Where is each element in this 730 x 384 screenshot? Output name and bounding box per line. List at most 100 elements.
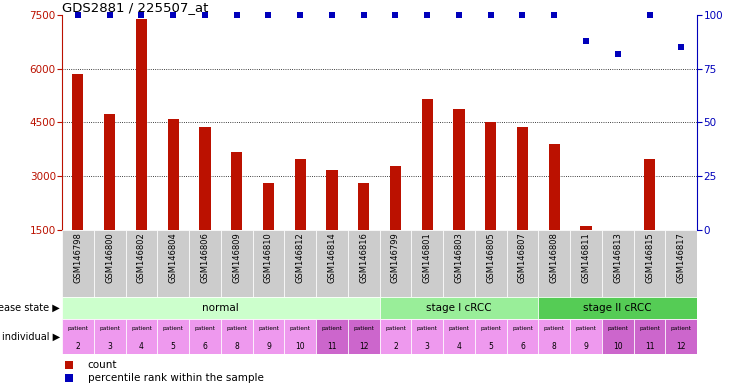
Text: 9: 9 — [583, 342, 588, 351]
Text: patient: patient — [512, 326, 533, 331]
Bar — [412, 230, 443, 297]
Text: stage I cRCC: stage I cRCC — [426, 303, 492, 313]
Text: patient: patient — [258, 326, 279, 331]
Text: patient: patient — [417, 326, 438, 331]
Bar — [221, 319, 253, 354]
Text: GSM146799: GSM146799 — [391, 232, 400, 283]
Text: patient: patient — [67, 326, 88, 331]
Text: 6: 6 — [520, 342, 525, 351]
Text: GSM146813: GSM146813 — [613, 232, 622, 283]
Text: GSM146800: GSM146800 — [105, 232, 114, 283]
Bar — [285, 319, 316, 354]
Text: 5: 5 — [171, 342, 176, 351]
Bar — [158, 230, 189, 297]
Text: GSM146809: GSM146809 — [232, 232, 241, 283]
Text: GSM146802: GSM146802 — [137, 232, 146, 283]
Text: patient: patient — [544, 326, 565, 331]
Bar — [475, 230, 507, 297]
Bar — [443, 319, 475, 354]
Bar — [285, 230, 316, 297]
Bar — [358, 183, 369, 230]
Bar — [570, 319, 602, 354]
Bar — [380, 230, 412, 297]
Bar — [62, 319, 93, 354]
Bar — [580, 226, 591, 230]
Bar — [666, 319, 697, 354]
Text: GSM146806: GSM146806 — [201, 232, 210, 283]
Text: GSM146815: GSM146815 — [645, 232, 654, 283]
Bar — [62, 297, 380, 319]
Text: 12: 12 — [677, 342, 686, 351]
Text: 6: 6 — [202, 342, 207, 351]
Text: patient: patient — [353, 326, 374, 331]
Bar — [507, 319, 539, 354]
Bar — [602, 230, 634, 297]
Bar — [634, 319, 666, 354]
Text: patient: patient — [385, 326, 406, 331]
Text: patient: patient — [99, 326, 120, 331]
Bar — [168, 119, 179, 230]
Bar — [72, 74, 83, 230]
Bar — [189, 230, 221, 297]
Text: patient: patient — [290, 326, 311, 331]
Bar — [136, 19, 147, 230]
Text: count: count — [88, 359, 117, 369]
Text: patient: patient — [671, 326, 692, 331]
Bar — [295, 159, 306, 230]
Bar — [348, 230, 380, 297]
Bar — [443, 230, 475, 297]
Text: GDS2881 / 225507_at: GDS2881 / 225507_at — [62, 1, 209, 14]
Text: disease state ▶: disease state ▶ — [0, 303, 60, 313]
Text: GSM146811: GSM146811 — [582, 232, 591, 283]
Bar — [316, 230, 348, 297]
Text: GSM146805: GSM146805 — [486, 232, 495, 283]
Text: GSM146808: GSM146808 — [550, 232, 558, 283]
Text: GSM146812: GSM146812 — [296, 232, 304, 283]
Bar — [549, 144, 560, 230]
Bar — [666, 230, 697, 297]
Text: patient: patient — [194, 326, 215, 331]
Bar — [316, 319, 348, 354]
Bar — [263, 183, 274, 230]
Bar — [104, 114, 115, 230]
Text: GSM146801: GSM146801 — [423, 232, 431, 283]
Text: GSM146816: GSM146816 — [359, 232, 368, 283]
Bar — [158, 319, 189, 354]
Bar — [126, 230, 158, 297]
Text: normal: normal — [202, 303, 239, 313]
Text: 3: 3 — [425, 342, 430, 351]
Text: patient: patient — [131, 326, 152, 331]
Text: GSM146810: GSM146810 — [264, 232, 273, 283]
Text: GSM146817: GSM146817 — [677, 232, 685, 283]
Text: patient: patient — [226, 326, 247, 331]
Text: patient: patient — [480, 326, 502, 331]
Bar — [199, 127, 210, 230]
Text: 2: 2 — [393, 342, 398, 351]
Text: patient: patient — [607, 326, 629, 331]
Bar — [539, 297, 697, 319]
Bar — [93, 319, 126, 354]
Bar — [539, 230, 570, 297]
Text: percentile rank within the sample: percentile rank within the sample — [88, 373, 264, 383]
Bar — [517, 127, 528, 230]
Text: 4: 4 — [456, 342, 461, 351]
Text: GSM146807: GSM146807 — [518, 232, 527, 283]
Bar — [390, 166, 401, 230]
Text: 8: 8 — [552, 342, 557, 351]
Bar — [634, 230, 666, 297]
Bar — [189, 319, 221, 354]
Bar — [380, 297, 539, 319]
Text: patient: patient — [321, 326, 342, 331]
Bar — [231, 152, 242, 230]
Text: 2: 2 — [75, 342, 80, 351]
Text: 11: 11 — [645, 342, 654, 351]
Text: GSM146804: GSM146804 — [169, 232, 177, 283]
Bar — [485, 122, 496, 230]
Text: GSM146803: GSM146803 — [455, 232, 464, 283]
Bar — [475, 319, 507, 354]
Text: 12: 12 — [359, 342, 369, 351]
Bar — [126, 319, 158, 354]
Bar — [453, 109, 464, 230]
Text: stage II cRCC: stage II cRCC — [583, 303, 652, 313]
Bar — [570, 230, 602, 297]
